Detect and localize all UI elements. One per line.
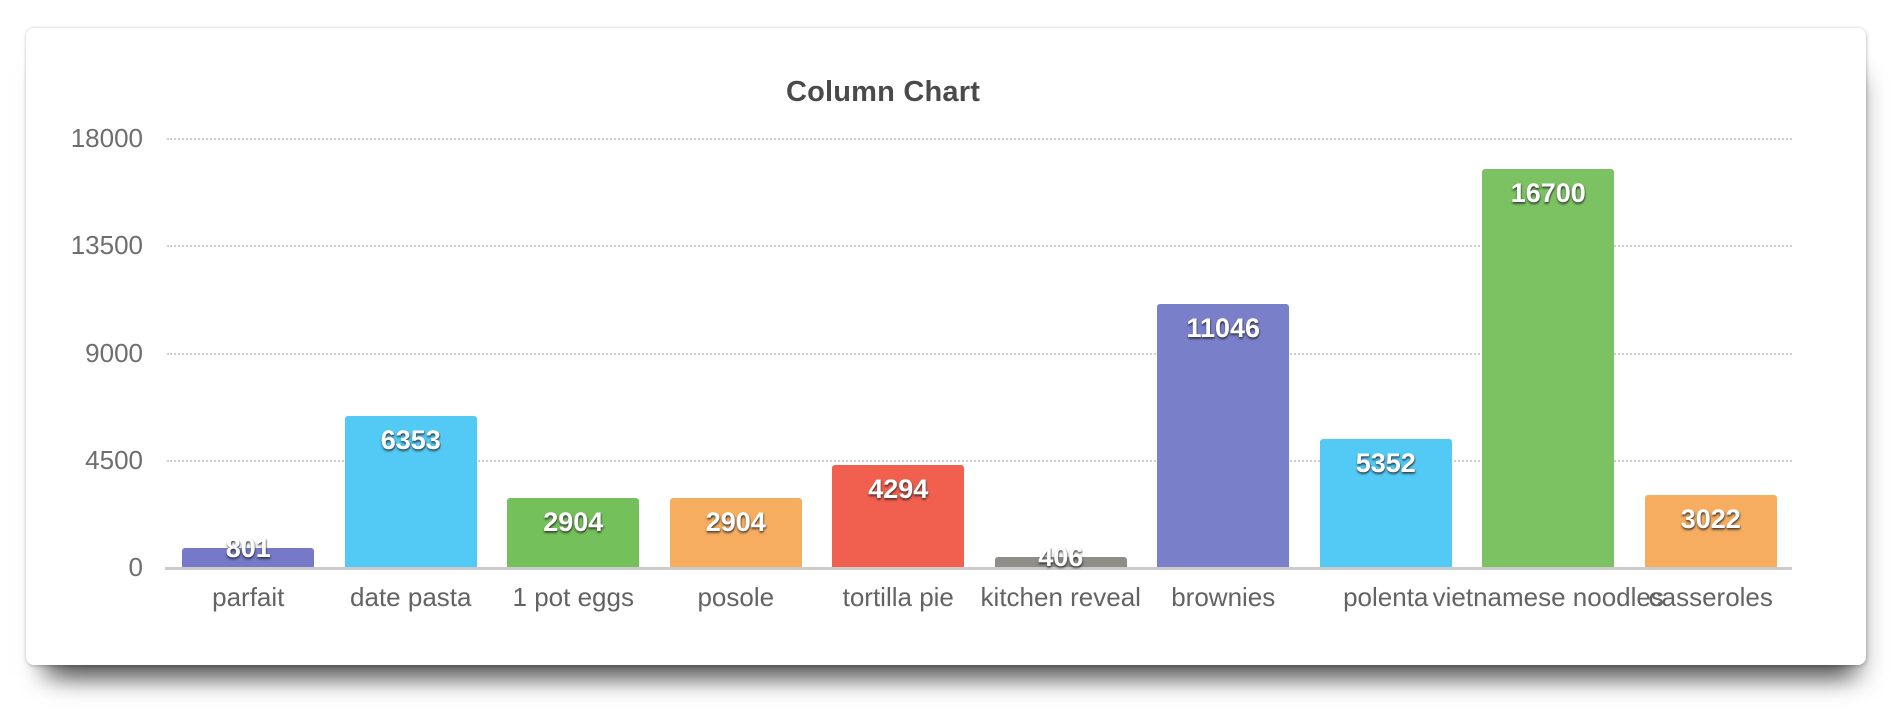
bar-value-label: 3022 bbox=[1680, 503, 1741, 534]
bar-value-label: 2904 bbox=[543, 506, 604, 537]
bar-value-label: 4294 bbox=[868, 473, 929, 504]
x-axis-category-label: casseroles bbox=[1648, 582, 1773, 612]
x-axis-category-label: vietnamese noodles bbox=[1432, 582, 1664, 612]
bar[interactable]: 6353 bbox=[344, 415, 477, 567]
y-axis-tick-label: 0 bbox=[128, 552, 143, 582]
x-axis-category-label: posole bbox=[697, 582, 775, 612]
bar[interactable]: 3022 bbox=[1644, 494, 1777, 567]
bar[interactable]: 406 bbox=[994, 542, 1127, 572]
bar[interactable]: 16700 bbox=[1482, 168, 1615, 567]
x-axis-baseline bbox=[165, 567, 1792, 570]
bar-value-label: 16700 bbox=[1510, 177, 1586, 208]
bar[interactable]: 11046 bbox=[1157, 303, 1290, 567]
x-axis-category-label: brownies bbox=[1171, 582, 1276, 612]
bar-value-label: 6353 bbox=[380, 424, 441, 455]
chart-card: Column Chart 0 4500 9000 13500 18000 801 parfa… bbox=[26, 28, 1866, 665]
bar-value-label: 5352 bbox=[1355, 448, 1416, 479]
gridline bbox=[167, 138, 1792, 140]
x-axis-category-label: 1 pot eggs bbox=[512, 582, 634, 612]
bar-value-label: 406 bbox=[1038, 542, 1084, 573]
bar-value-label: 2904 bbox=[705, 506, 766, 537]
bar[interactable]: 2904 bbox=[669, 497, 802, 567]
bar-value-label: 11046 bbox=[1186, 312, 1261, 343]
bar[interactable]: 801 bbox=[182, 533, 315, 567]
y-axis-tick-label: 13500 bbox=[70, 230, 143, 261]
y-axis-tick-label: 4500 bbox=[85, 444, 143, 475]
y-axis-tick-label: 18000 bbox=[70, 123, 143, 153]
gridline bbox=[167, 245, 1792, 248]
bar[interactable]: 5352 bbox=[1319, 439, 1452, 567]
bar[interactable]: 4294 bbox=[832, 464, 965, 567]
gridline bbox=[167, 352, 1792, 355]
y-axis-tick-label: 9000 bbox=[85, 337, 143, 368]
plot-area: 0 4500 9000 13500 18000 801 parfait 6353 date pa… bbox=[71, 125, 1792, 611]
chart-title: Column Chart bbox=[785, 76, 981, 108]
x-axis-category-label: parfait bbox=[212, 582, 285, 612]
x-axis-category-label: polenta bbox=[1343, 582, 1429, 612]
bar[interactable]: 2904 bbox=[507, 497, 640, 567]
x-axis-category-label: tortilla pie bbox=[842, 582, 954, 612]
x-axis-category-label: kitchen reveal bbox=[980, 582, 1141, 612]
gridline bbox=[167, 459, 1792, 462]
x-axis-category-label: date pasta bbox=[350, 582, 472, 612]
bar-value-label: 801 bbox=[225, 532, 271, 563]
